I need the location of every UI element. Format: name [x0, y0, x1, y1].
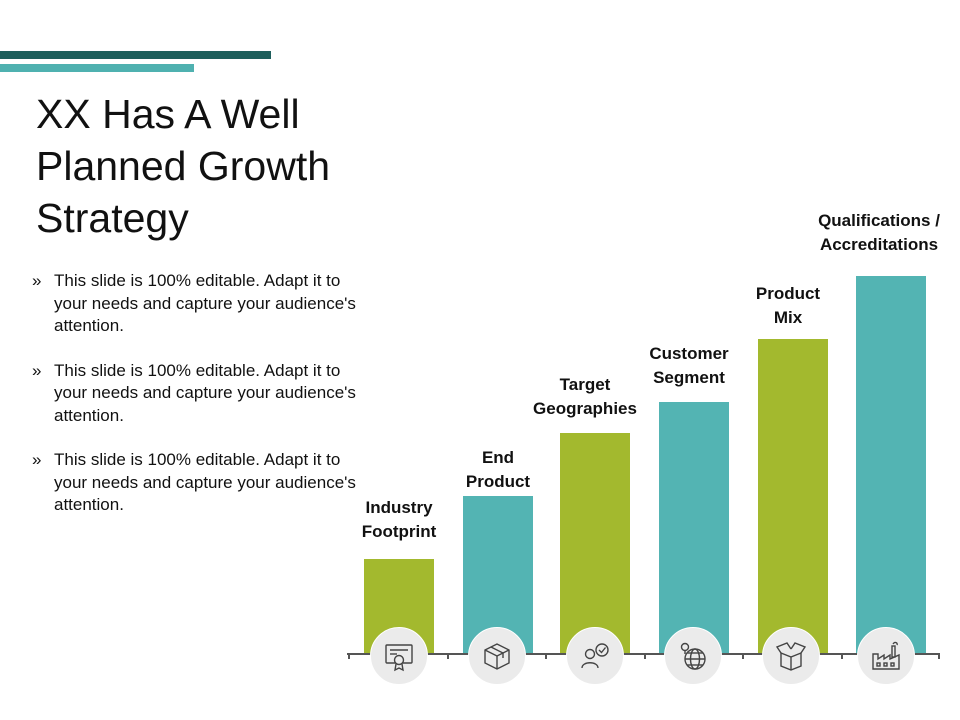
- bullet-list: » This slide is 100% editable. Adapt it …: [32, 270, 362, 539]
- bullet-text: This slide is 100% editable. Adapt it to…: [54, 450, 356, 514]
- step-label-line: Customer: [649, 344, 729, 363]
- axis-tick: [938, 653, 940, 659]
- certificate-icon: [370, 627, 428, 685]
- step-label-line: Segment: [653, 367, 725, 387]
- globe-pin-icon: [664, 627, 722, 685]
- box-icon: [468, 627, 526, 685]
- axis-tick: [545, 653, 547, 659]
- step-label-line: Industry: [365, 498, 433, 517]
- step-label: Product Mix: [723, 282, 853, 329]
- step-label-line: Geographies: [533, 398, 637, 418]
- step-label-line: Target: [559, 375, 611, 394]
- step-bar-target-geographies: [560, 433, 630, 654]
- step-label-line: Qualifications /: [818, 211, 940, 230]
- step-label: Customer Segment: [624, 342, 754, 389]
- axis-tick: [348, 653, 350, 659]
- baseline-axis: [347, 653, 940, 655]
- slide-title: XX Has A Well Planned Growth Strategy: [36, 91, 331, 241]
- axis-tick: [742, 653, 744, 659]
- header-accent-bar-dark: [0, 51, 271, 59]
- bullet-text: This slide is 100% editable. Adapt it to…: [54, 360, 356, 425]
- step-label-line: End: [481, 448, 515, 467]
- step-label-line: Product: [755, 284, 821, 303]
- step-label-line: Footprint: [361, 521, 437, 541]
- axis-tick: [447, 653, 449, 659]
- step-label: Target Geographies: [515, 373, 655, 420]
- step-label: End Product: [433, 446, 563, 493]
- step-label-line: Mix: [773, 307, 803, 327]
- axis-tick: [644, 653, 646, 659]
- step-label-line: Product: [465, 471, 531, 491]
- step-label: Industry Footprint: [334, 496, 464, 543]
- step-label-line: Accreditations: [819, 234, 939, 254]
- factory-icon: [857, 627, 915, 685]
- bullet-item: » This slide is 100% editable. Adapt it …: [32, 270, 362, 338]
- header-accent-bar-light: [0, 64, 194, 72]
- bullet-item: » This slide is 100% editable. Adapt it …: [32, 449, 362, 517]
- user-check-icon: [566, 627, 624, 685]
- bullet-marker: »: [32, 271, 42, 290]
- bullet-text: This slide is 100% editable. Adapt it to…: [54, 271, 356, 335]
- bullet-item: » This slide is 100% editable. Adapt it …: [32, 360, 362, 428]
- step-bar-customer-segment: [659, 402, 729, 654]
- step-bar-product-mix: [758, 339, 828, 654]
- step-bar-qualifications: [856, 276, 926, 654]
- axis-tick: [841, 653, 843, 659]
- step-label: Qualifications / Accreditations: [800, 209, 958, 256]
- bullet-marker: »: [32, 450, 42, 469]
- bullet-marker: »: [32, 360, 42, 380]
- open-box-icon: [762, 627, 820, 685]
